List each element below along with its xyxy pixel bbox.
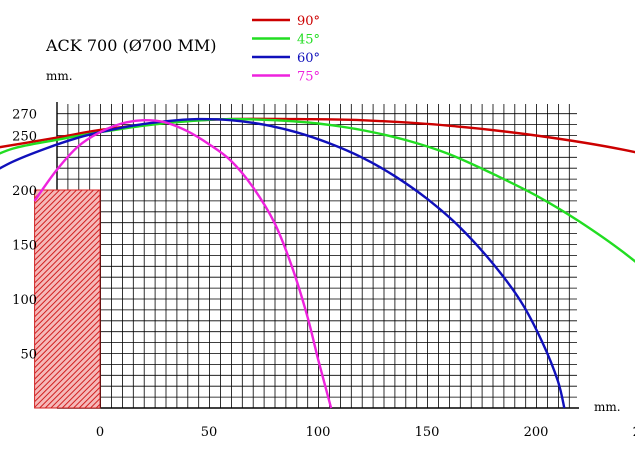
x-tick-labels: 050100150200250300350400430 <box>96 425 635 440</box>
grid <box>56 104 577 409</box>
legend-label-2: 60° <box>297 51 320 66</box>
series-line-3 <box>33 118 333 409</box>
y-axis-label: mm. <box>46 69 73 83</box>
x-tick-label-0: 0 <box>96 425 104 440</box>
x-tick-label-5: 250 <box>633 425 635 440</box>
y-tick-label-0: 50 <box>20 348 37 363</box>
grid-lines <box>56 104 577 409</box>
legend-label-1: 45° <box>297 33 320 48</box>
machine-footprint <box>34 189 101 409</box>
y-tick-label-5: 270 <box>12 108 37 123</box>
y-tick-labels: 50 100 150 200 250 270 <box>12 108 37 363</box>
legend: 90° 45° 60° 75° <box>252 14 320 85</box>
y-tick-label-2: 150 <box>12 239 37 254</box>
legend-label-3: 75° <box>297 70 320 85</box>
y-tick-label-4: 250 <box>12 130 37 145</box>
y-tick-label-1: 100 <box>12 293 37 308</box>
series-lines <box>0 117 635 409</box>
x-tick-label-2: 100 <box>306 425 331 440</box>
x-axis-label: mm. <box>594 400 621 414</box>
x-tick-label-1: 50 <box>201 425 218 440</box>
series-line-2 <box>0 117 566 409</box>
x-tick-label-3: 150 <box>415 425 440 440</box>
legend-label-0: 90° <box>297 14 320 29</box>
x-tick-label-4: 200 <box>524 425 549 440</box>
y-tick-label-3: 200 <box>12 184 37 199</box>
chart-title: ACK 700 (Ø700 MM) <box>45 36 216 55</box>
machine-footprint-rect <box>34 189 101 409</box>
